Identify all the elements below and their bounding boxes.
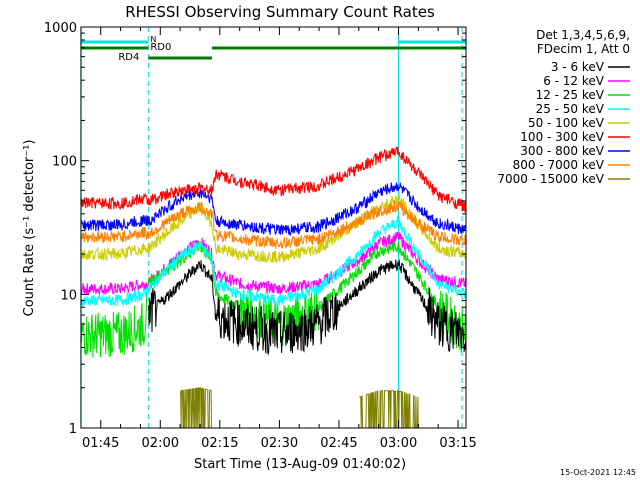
series-100-300-kev-trace [80, 146, 467, 213]
x-tick-label-0245: 02:45 [320, 436, 357, 451]
series-50-100-kev-trace [80, 194, 467, 264]
series-3-6-kev-trace [148, 259, 467, 356]
plot-frame [80, 26, 467, 429]
x-tick-label-0200: 02:00 [142, 436, 179, 451]
timestamp: 15-Oct-2021 12:45 [560, 468, 636, 477]
legend-label-6-12-kev: 6 - 12 keV [543, 74, 605, 88]
y-tick-label-100: 100 [52, 155, 77, 170]
legend-label-50-100-kev: 50 - 100 keV [528, 116, 605, 130]
y-tick-label-1000: 1000 [44, 21, 77, 36]
legend-label-7000-15000-kev: 7000 - 15000 keV [497, 172, 604, 186]
flag-label-rd4: RD4 [118, 52, 139, 63]
series-7000-15000-kev-trace-0 [180, 387, 212, 429]
series-25-50-kev-trace [80, 216, 467, 307]
x-tick-label-0145: 01:45 [82, 436, 119, 451]
flag-label-n: N [150, 35, 156, 44]
x-axis-label: Start Time (13-Aug-09 01:40:02) [194, 457, 406, 472]
y-axis-label: Count Rate (s⁻¹ detector⁻¹) [22, 140, 37, 317]
legend-label-100-300-kev: 100 - 300 keV [520, 130, 604, 144]
y-tick-label-10: 10 [60, 288, 77, 303]
series-6-12-kev-trace [80, 231, 467, 296]
legend-label-25-50-kev: 25 - 50 keV [536, 102, 605, 116]
x-tick-label-0315: 03:15 [439, 436, 476, 451]
x-tick-label-0215: 02:15 [201, 436, 238, 451]
legend-label-300-800-kev: 300 - 800 keV [520, 144, 604, 158]
y-tick-label-1: 1 [69, 422, 77, 437]
x-tick-label-0300: 03:00 [380, 436, 417, 451]
series-7000-15000-kev-trace-1 [359, 390, 419, 429]
legend-header-line-1: Det 1,3,4,5,6,9, [536, 28, 630, 42]
flag-label-rd0: RD0 [150, 42, 171, 53]
legend-header-line-2: FDecim 1, Att 0 [537, 42, 630, 56]
series-12-25-kev-trace [80, 240, 467, 358]
legend-label-3-6-kev: 3 - 6 keV [551, 60, 605, 74]
series-800-7000-kev-trace [80, 199, 467, 250]
series-300-800-kev-trace [80, 182, 467, 237]
x-tick-label-0230: 02:30 [261, 436, 298, 451]
legend-label-800-7000-kev: 800 - 7000 keV [513, 158, 605, 172]
legend-label-12-25-kev: 12 - 25 keV [536, 88, 605, 102]
legend: Det 1,3,4,5,6,9, FDecim 1, Att 0 3 - 6 k… [497, 28, 630, 186]
chart-title: RHESSI Observing Summary Count Rates [125, 3, 435, 21]
axes-layer: 1 10 100 1000 01:45 02:00 02:15 02:30 02:45 03:00… [44, 21, 477, 451]
